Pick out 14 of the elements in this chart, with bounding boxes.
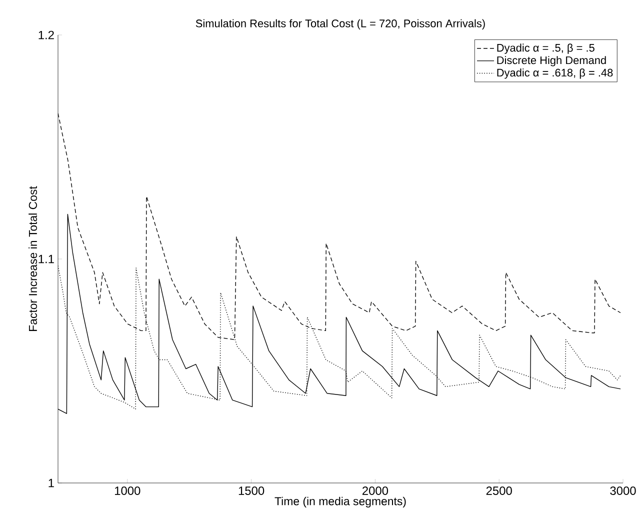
- y-tick-label: 1.1: [38, 254, 54, 264]
- x-tick-label: 2500: [486, 486, 512, 495]
- x-tick-label: 2000: [362, 486, 388, 495]
- x-tick-label: 1000: [115, 486, 140, 495]
- x-tick-label: 1500: [238, 486, 264, 495]
- legend-label: Dyadic α = .5, β = .5: [497, 44, 594, 54]
- legend-label: Discrete High Demand: [497, 56, 606, 66]
- y-tick-label: 1.2: [38, 30, 54, 40]
- y-tick-label: 1: [48, 478, 54, 488]
- legend-label: Dyadic α = .618, β = .48: [497, 68, 613, 79]
- chart-title: Simulation Results for Total Cost (L = 720, Poisson Arrivals): [196, 19, 485, 30]
- x-tick-label: 3000: [610, 486, 636, 495]
- x-axis-title: Time (in media segments): [274, 496, 406, 508]
- y-axis-title: Factor Increase in Total Cost: [28, 186, 38, 331]
